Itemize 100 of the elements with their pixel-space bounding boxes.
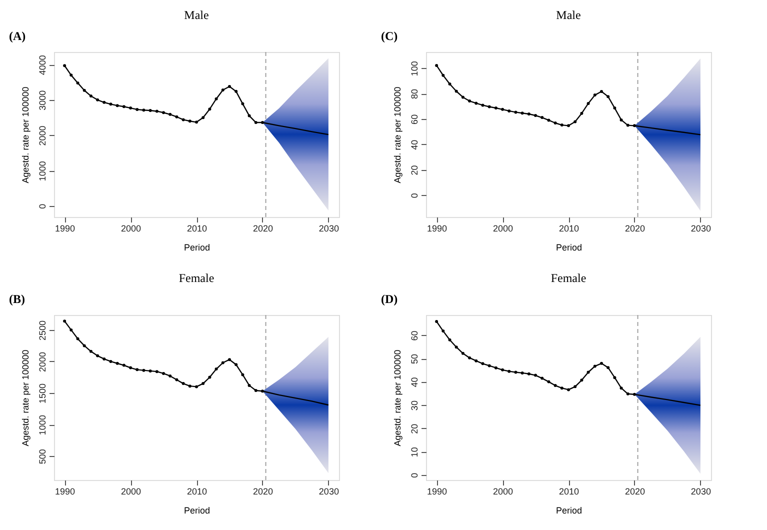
x-tick-label: 2010 [186, 486, 208, 496]
point [221, 361, 224, 364]
x-tick-label: 2010 [186, 224, 208, 234]
y-tick-label: 40 [410, 140, 420, 150]
point [248, 114, 251, 118]
point [82, 344, 86, 348]
point [481, 362, 484, 366]
point [474, 359, 478, 362]
point [89, 350, 92, 353]
x-tick-label: 2000 [493, 224, 514, 234]
point [488, 105, 491, 108]
x-tick-label: 2020 [624, 224, 645, 234]
point [488, 364, 491, 368]
point [116, 362, 119, 365]
point [109, 360, 112, 363]
y-tick-label: 1500 [38, 384, 48, 404]
y-tick-label: 0 [38, 204, 48, 209]
chart-title: Male [184, 8, 209, 22]
point [567, 388, 570, 392]
y-tick-label: 1000 [38, 161, 48, 182]
y-tick-label: 10 [410, 447, 420, 458]
point [109, 102, 112, 106]
x-tick-label: 2020 [252, 486, 273, 496]
point [560, 386, 564, 390]
point [580, 112, 584, 115]
point [175, 115, 178, 118]
point [554, 384, 557, 388]
x-tick-label: 2010 [558, 224, 580, 234]
point [175, 378, 178, 382]
point [547, 118, 550, 122]
point [606, 366, 610, 370]
point [580, 378, 584, 382]
y-tick-label: 20 [410, 165, 420, 176]
point [508, 370, 511, 373]
point [142, 368, 146, 372]
point [214, 368, 218, 371]
point [435, 64, 438, 67]
point [540, 376, 544, 380]
x-tick-label: 2020 [624, 486, 645, 496]
point [195, 120, 198, 124]
chart-title: Male [556, 8, 581, 22]
point [116, 104, 119, 108]
y-tick-label: 3000 [38, 90, 48, 110]
point [208, 376, 212, 379]
point [508, 109, 511, 112]
point [586, 370, 590, 374]
point [586, 102, 590, 105]
y-tick-label: 500 [38, 449, 48, 464]
x-tick-label: 2000 [121, 486, 142, 496]
point [626, 392, 630, 396]
point [501, 368, 504, 372]
point [155, 370, 158, 374]
text: (C) [381, 29, 398, 43]
point [254, 389, 258, 392]
point [442, 330, 445, 333]
point [560, 124, 564, 127]
x-tick-label: 2000 [121, 224, 142, 234]
y-tick-label: 50 [410, 354, 420, 364]
point [554, 122, 557, 124]
point [613, 376, 616, 380]
point [136, 368, 139, 372]
text: (A) [9, 29, 26, 43]
point [82, 88, 86, 92]
point [600, 362, 603, 365]
x-tick-label: 1990 [55, 486, 76, 496]
point [129, 366, 132, 370]
point [567, 124, 570, 128]
y-tick-label: 60 [410, 114, 420, 124]
point [168, 374, 172, 378]
x-tick-label: 2020 [252, 224, 273, 234]
point [254, 121, 258, 124]
x-axis-title: Period [184, 242, 210, 252]
point [520, 371, 524, 374]
point [260, 390, 264, 393]
point [468, 356, 472, 360]
point [540, 116, 544, 120]
x-tick-label: 2010 [558, 486, 580, 496]
point [474, 102, 478, 105]
y-tick-label: 0 [410, 472, 420, 478]
point [96, 98, 100, 102]
point [454, 90, 458, 93]
point [241, 373, 244, 376]
y-tick-label: 100 [410, 61, 420, 76]
y-tick-label: 60 [410, 330, 420, 341]
chart-title: Female [550, 271, 586, 285]
point [168, 112, 172, 116]
point [129, 106, 132, 110]
point [148, 369, 152, 372]
point [155, 110, 158, 113]
point [442, 74, 445, 77]
point [76, 81, 80, 84]
x-tick-label: 2000 [493, 486, 514, 496]
point [593, 364, 596, 368]
y-tick-label: 4000 [38, 55, 48, 76]
x-tick-label: 2030 [690, 486, 711, 496]
x-tick-label: 1990 [55, 224, 76, 234]
point [102, 100, 106, 104]
point [620, 386, 623, 390]
point [228, 358, 231, 362]
point [520, 112, 524, 115]
